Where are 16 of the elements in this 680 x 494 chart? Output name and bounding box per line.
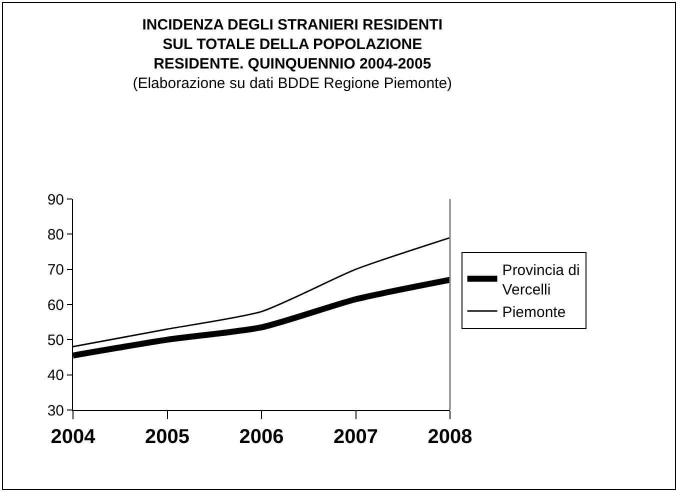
x-tick-label: 2006 bbox=[239, 426, 284, 448]
y-tick-label: 30 bbox=[47, 402, 64, 420]
legend-label: Provincia di Vercelli bbox=[502, 262, 580, 298]
y-tick-label: 50 bbox=[47, 332, 64, 349]
y-tick-label: 60 bbox=[47, 296, 64, 314]
x-tick-label: 2005 bbox=[145, 426, 190, 448]
y-tick-label: 80 bbox=[47, 226, 64, 244]
y-tick-label: 70 bbox=[47, 262, 64, 279]
x-tick-label: 2004 bbox=[50, 426, 96, 448]
x-tick-label: 2008 bbox=[428, 426, 472, 448]
legend-label: Piemonte bbox=[502, 304, 566, 321]
x-tick-label: 2007 bbox=[334, 426, 378, 448]
y-tick-label: 40 bbox=[47, 367, 64, 384]
y-tick-label: 90 bbox=[47, 191, 64, 208]
chart-title: INCIDENZA DEGLI STRANIERI RESIDENTI SUL TOTALE DELLA POPOLAZIONE RESIDENTE. QUINQUENNIO 2004-2005 bbox=[142, 16, 443, 73]
chart-subtitle: (Elaborazione su dati BDDE Regione Piemonte) bbox=[132, 75, 452, 92]
